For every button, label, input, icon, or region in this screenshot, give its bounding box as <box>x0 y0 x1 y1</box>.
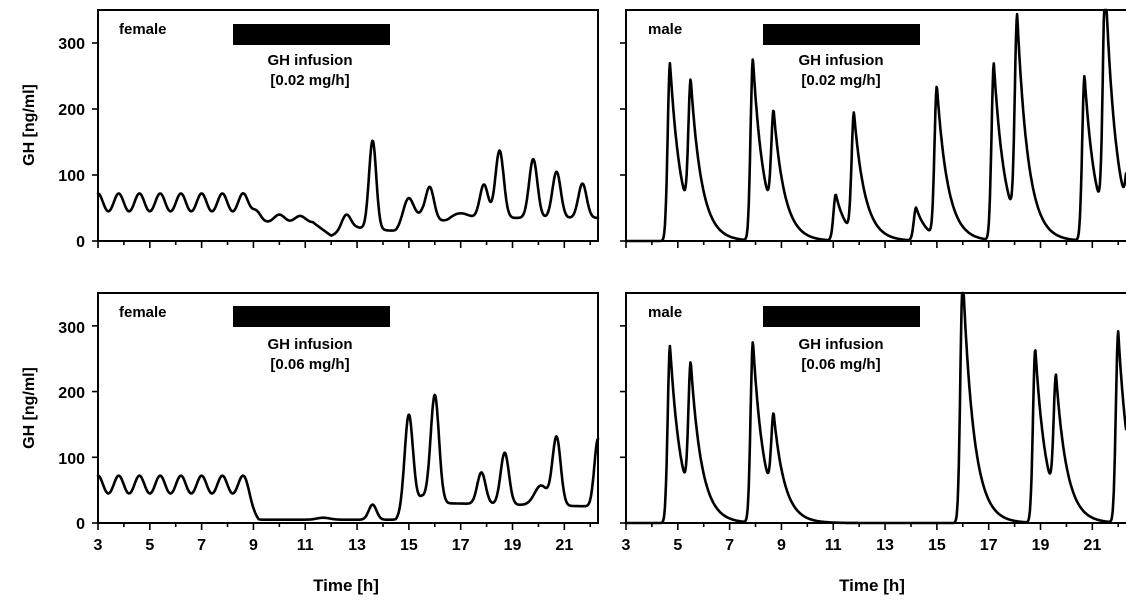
panel-label: female <box>119 21 167 38</box>
x-tick-label: 15 <box>928 537 946 554</box>
x-tick-label: 17 <box>452 537 470 554</box>
y-tick-label: 100 <box>58 168 85 185</box>
x-tick-labels: 3 5 7 9 11 13 15 17 19 21 <box>94 537 574 554</box>
y-tick-label: 0 <box>76 234 85 251</box>
x-tick-label: 5 <box>673 537 682 554</box>
plot-frame <box>97 9 599 242</box>
series-line <box>96 139 600 237</box>
x-tick-label: 9 <box>777 537 786 554</box>
x-axis-label: Time [h] <box>839 576 905 595</box>
plot-frame <box>625 292 1126 524</box>
x-tick-label: 13 <box>876 537 894 554</box>
plot-frame <box>625 9 1126 242</box>
infusion-bar <box>233 24 390 45</box>
panel-female-low-dose: GH [ng/ml] 0 100 200 300 female GH infus… <box>21 9 600 251</box>
x-tick-label: 11 <box>297 537 314 554</box>
x-tick-label: 15 <box>400 537 418 554</box>
y-axis-label: GH [ng/ml] <box>21 367 38 449</box>
infusion-bar <box>763 24 920 45</box>
x-tick-label: 19 <box>1032 537 1050 554</box>
x-tick-label: 7 <box>197 537 206 554</box>
panel-male-low-dose: male GH infusion [0.02 mg/h] <box>620 8 1126 248</box>
x-tick-label: 9 <box>249 537 258 554</box>
y-tick-label: 300 <box>58 36 85 53</box>
annotation-line-2: [0.02 mg/h] <box>801 72 880 89</box>
annotation-line-2: [0.02 mg/h] <box>270 72 349 89</box>
x-axis-label: Time [h] <box>313 576 379 595</box>
panel-label: female <box>119 304 167 321</box>
plot-frame <box>97 292 599 524</box>
x-tick-label: 3 <box>622 537 631 554</box>
x-tick-label: 21 <box>1083 537 1101 554</box>
x-tick-label: 17 <box>980 537 998 554</box>
x-tick-label: 11 <box>825 537 842 554</box>
panel-female-high-dose: GH [ng/ml] 0 100 200 300 3 5 7 9 11 13 15 17 19 2… <box>21 292 600 595</box>
y-axis-label: GH [ng/ml] <box>21 84 38 166</box>
annotation-line-1: GH infusion <box>799 336 884 353</box>
annotation-line-1: GH infusion <box>268 336 353 353</box>
y-tick-label: 200 <box>58 385 85 402</box>
y-tick-label: 0 <box>76 516 85 533</box>
panel-male-high-dose: 3 5 7 9 11 13 15 17 19 21 male GH infusion [0.06 … <box>620 291 1126 595</box>
x-tick-labels: 3 5 7 9 11 13 15 17 19 21 <box>622 537 1102 554</box>
annotation-line-2: [0.06 mg/h] <box>270 356 349 373</box>
x-tick-label: 13 <box>348 537 366 554</box>
x-tick-label: 5 <box>145 537 154 554</box>
y-tick-label: 300 <box>58 320 85 337</box>
annotation-line-1: GH infusion <box>268 52 353 69</box>
series-line <box>624 8 1126 243</box>
x-tick-label: 3 <box>94 537 103 554</box>
x-tick-label: 7 <box>725 537 734 554</box>
series-line <box>96 393 600 521</box>
infusion-bar <box>233 306 390 327</box>
panel-label: male <box>648 304 682 321</box>
infusion-bar <box>763 306 920 327</box>
x-tick-label: 19 <box>504 537 522 554</box>
series-line <box>624 291 1126 525</box>
x-tick-label: 21 <box>555 537 573 554</box>
panel-label: male <box>648 21 682 38</box>
y-tick-label: 200 <box>58 102 85 119</box>
annotation-line-2: [0.06 mg/h] <box>801 356 880 373</box>
y-tick-label: 100 <box>58 451 85 468</box>
annotation-line-1: GH infusion <box>799 52 884 69</box>
